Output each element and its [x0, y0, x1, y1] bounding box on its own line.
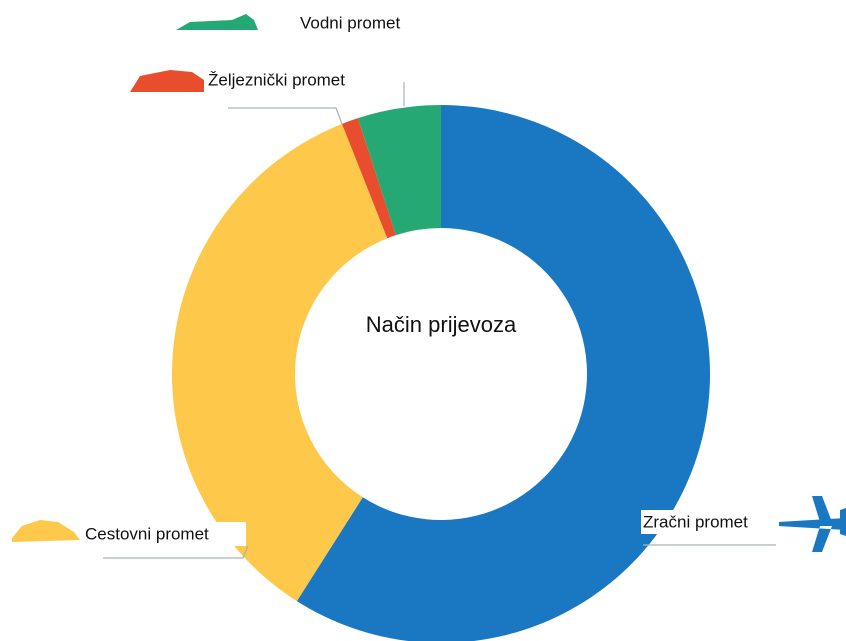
donut [171, 105, 710, 641]
chart-title: Način prijevoza [366, 312, 517, 337]
plane-icon [778, 496, 846, 552]
label-bg [206, 68, 388, 92]
car-icon [12, 520, 80, 542]
leader-line [228, 107, 343, 125]
slice-label: Cestovni promet [85, 524, 209, 543]
train-icon [130, 70, 204, 92]
slice [171, 123, 388, 602]
ship-icon [176, 14, 258, 30]
label-bg [82, 522, 246, 546]
label-bg [641, 510, 779, 534]
slice [296, 105, 710, 641]
slice-label: Vodni promet [300, 13, 400, 32]
slice [341, 118, 396, 239]
slice [357, 105, 441, 236]
leader-line [103, 545, 249, 559]
slice-label: Zračni promet [643, 512, 748, 531]
slice-label: Željeznički promet [208, 70, 345, 89]
